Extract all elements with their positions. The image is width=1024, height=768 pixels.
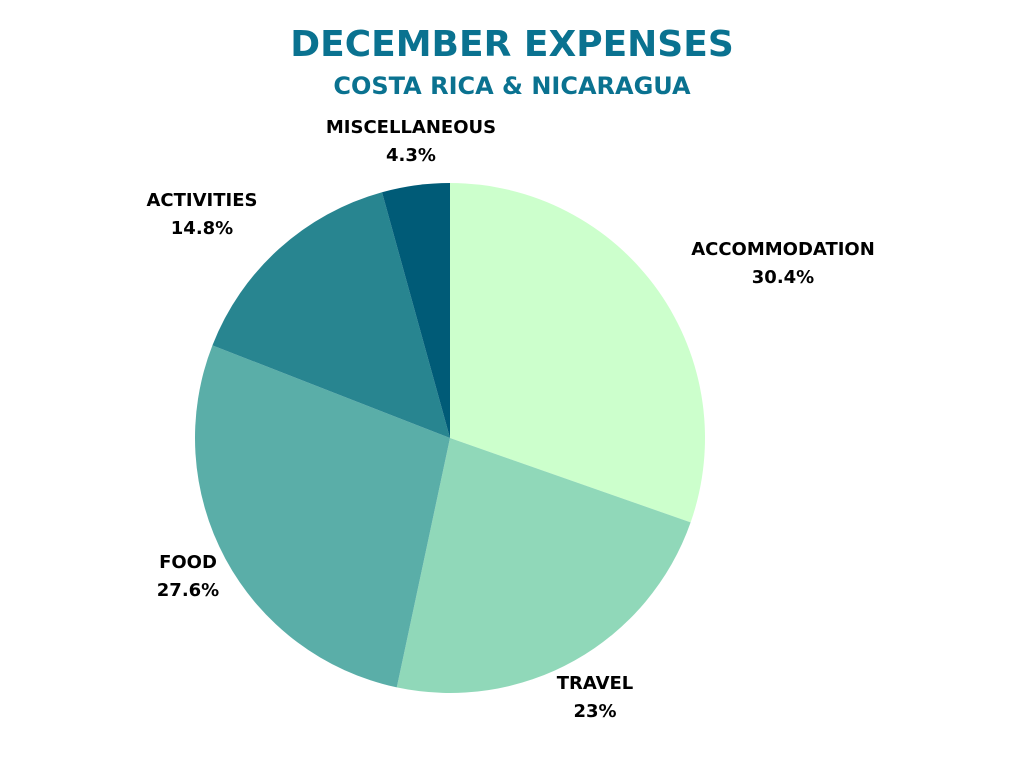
pie-slice: [212, 192, 450, 438]
slice-value-label: 27.6%: [157, 580, 219, 601]
slice-value-label: 30.4%: [752, 267, 814, 288]
slice-label: ACCOMMODATION: [691, 239, 875, 260]
pie-slice: [450, 183, 705, 523]
chart-subtitle: COSTA RICA & NICARAGUA: [333, 72, 691, 100]
slice-value-label: 14.8%: [171, 218, 233, 239]
slice-label: MISCELLANEOUS: [326, 117, 496, 138]
slice-value-label: 23%: [573, 701, 616, 722]
pie-slice: [382, 183, 450, 438]
slice-label: ACTIVITIES: [147, 190, 258, 211]
slice-value-label: 4.3%: [386, 145, 436, 166]
slice-label: FOOD: [159, 552, 217, 573]
chart-title: DECEMBER EXPENSES: [290, 24, 734, 65]
slice-label: TRAVEL: [557, 673, 634, 694]
pie-slice: [194, 345, 450, 688]
pie-slice: [396, 438, 691, 694]
